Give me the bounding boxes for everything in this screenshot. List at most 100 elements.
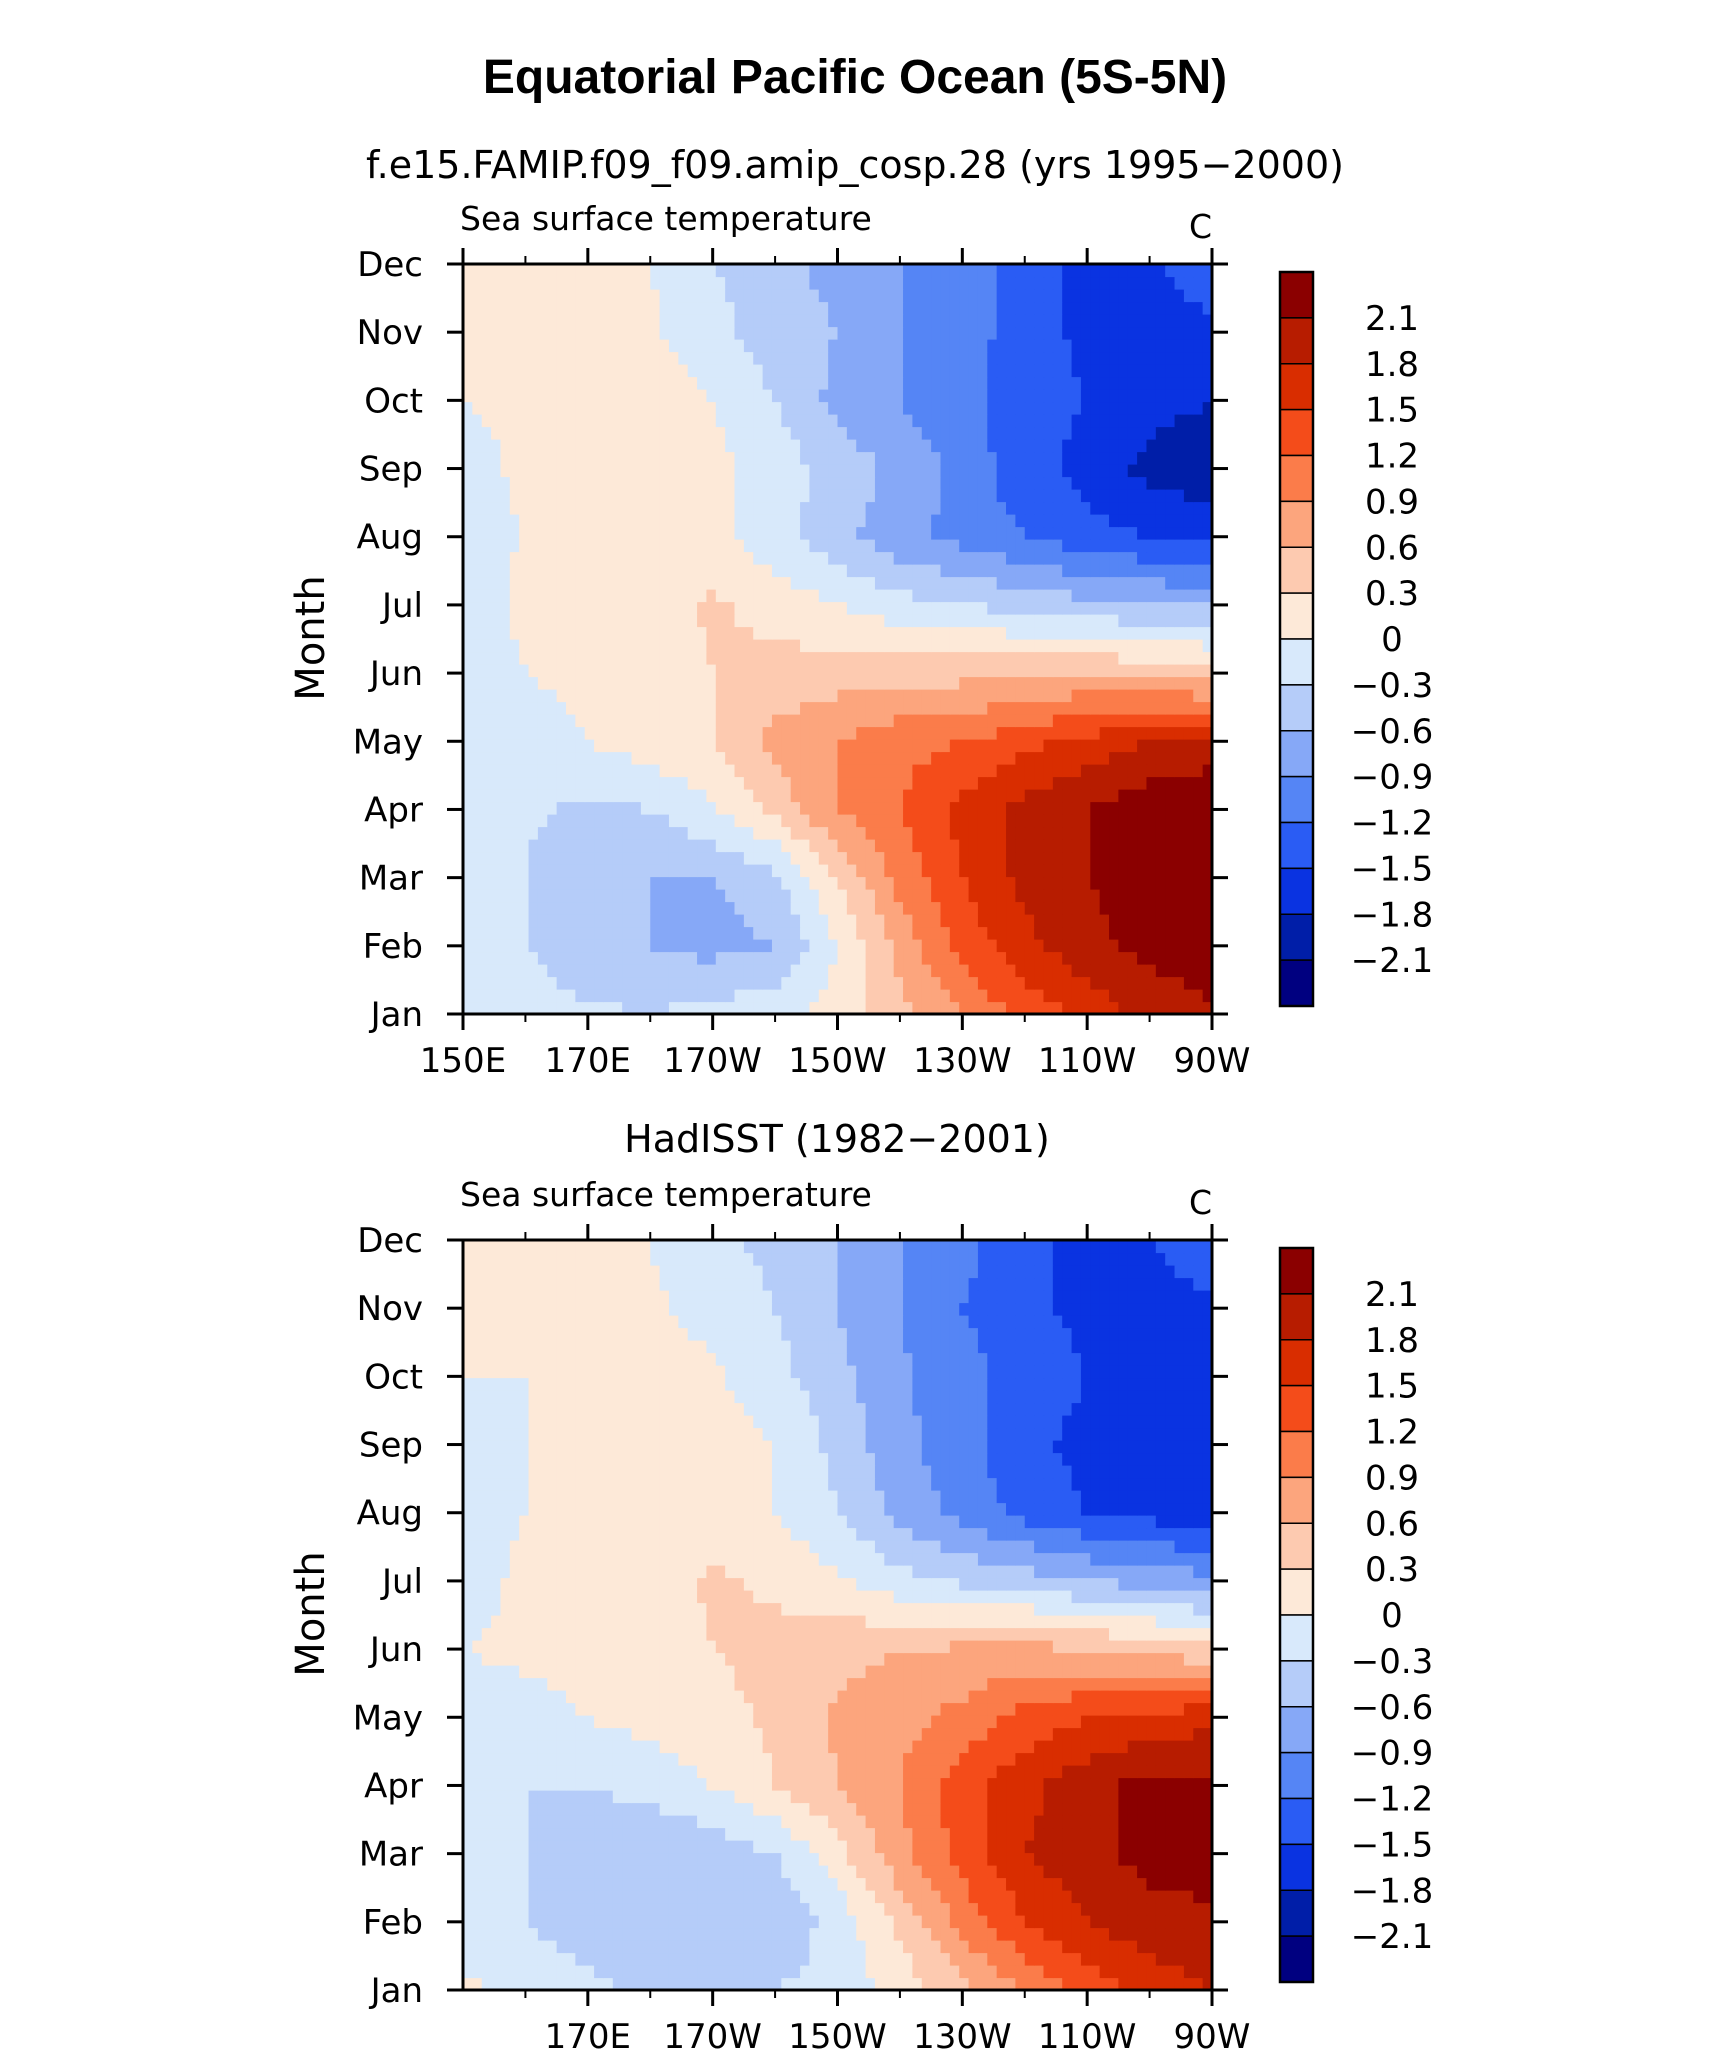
heatmap-cell [547,289,558,303]
heatmap-cell [668,676,679,690]
heatmap-cell [818,364,829,378]
heatmap-cell [1062,764,1073,778]
heatmap-cell [771,364,782,378]
heatmap-cell [743,551,754,565]
heatmap-cell [771,551,782,565]
heatmap-cell [800,389,811,403]
y-tick-label: Jul [380,586,423,626]
heatmap-cell [856,414,867,428]
heatmap-cell [1118,301,1129,315]
heatmap-cell [977,801,988,815]
heatmap-cell [734,476,745,490]
heatmap-cell [472,276,483,290]
heatmap-cell [874,889,885,903]
heatmap-cell [687,501,698,515]
heatmap-cell [491,801,502,815]
heatmap-cell [781,551,792,565]
heatmap-cell [884,776,895,790]
heatmap-cell [575,514,586,528]
heatmap-cell [509,914,520,928]
heatmap-cell [1006,889,1016,903]
heatmap-cell [1006,676,1016,690]
heatmap-cell [1015,964,1026,978]
heatmap-cell [743,726,754,740]
heatmap-cell [500,839,511,853]
heatmap-cell [668,776,679,790]
heatmap-cell [809,626,820,640]
heatmap-cell [622,439,633,453]
heatmap-cell [1099,264,1110,278]
heatmap-cell [500,351,511,365]
heatmap-cell [818,839,829,853]
heatmap-cell [734,689,745,703]
heatmap-cell [1006,989,1016,1003]
heatmap-cell [903,414,913,428]
heatmap-cell [903,351,913,365]
heatmap-cell [659,301,670,315]
heatmap-cell [931,664,942,678]
heatmap-cell [781,801,792,815]
heatmap-cell [1015,401,1026,415]
heatmap-cell [959,839,970,853]
heatmap-cell [846,476,857,490]
heatmap-cell [1202,664,1213,678]
heatmap-cell [565,351,576,365]
heatmap-cell [584,326,595,340]
heatmap-cell [1146,389,1157,403]
heatmap-cell [818,814,829,828]
heatmap-cell [650,964,661,978]
heatmap-cell [603,289,614,303]
heatmap-cell [828,726,839,740]
heatmap-cell [612,451,623,465]
heatmap-cell [1080,601,1091,615]
heatmap-cell [893,526,904,540]
heatmap-cell [781,989,792,1003]
heatmap-cell [874,789,885,803]
heatmap-cell [837,526,848,540]
heatmap-cell [481,776,492,790]
heatmap-cell [697,326,708,340]
heatmap-cell [931,501,942,515]
heatmap-cell [959,301,970,315]
heatmap-cell [1174,364,1185,378]
heatmap-cell [949,589,960,603]
heatmap-cell [603,614,614,628]
heatmap-cell [687,464,698,478]
heatmap-cell [622,376,633,390]
heatmap-cell [977,1001,988,1015]
heatmap-cell [528,626,539,640]
heatmap-cell [584,814,595,828]
heatmap-cell [874,551,885,565]
heatmap-cell [977,364,988,378]
heatmap-cell [1090,951,1101,965]
heatmap-cell [809,676,820,690]
heatmap-cell [1099,889,1110,903]
heatmap-cell [1174,776,1185,790]
heatmap-cell [706,1001,717,1015]
heatmap-cell [1024,376,1035,390]
heatmap-cell [697,614,708,628]
heatmap-cell [781,839,792,853]
heatmap-cell [519,601,530,615]
heatmap-cell [650,464,661,478]
heatmap-cell [753,939,764,953]
heatmap-cell [1193,676,1204,690]
heatmap-cell [631,301,642,315]
heatmap-cell [612,351,623,365]
heatmap-cell [1080,551,1091,565]
heatmap-cell [584,864,595,878]
heatmap-cell [472,714,483,728]
heatmap-cell [977,976,988,990]
heatmap-cell [931,739,942,753]
heatmap-cell [959,401,970,415]
heatmap-cell [481,739,492,753]
heatmap-cell [1155,389,1166,403]
colorbar-box [1279,730,1314,778]
heatmap-cell [1062,726,1073,740]
heatmap-cell [1109,364,1119,378]
heatmap-cell [1024,801,1035,815]
heatmap-cell [800,414,811,428]
heatmap-cell [509,689,520,703]
heatmap-cell [903,889,913,903]
heatmap-cell [1043,276,1054,290]
